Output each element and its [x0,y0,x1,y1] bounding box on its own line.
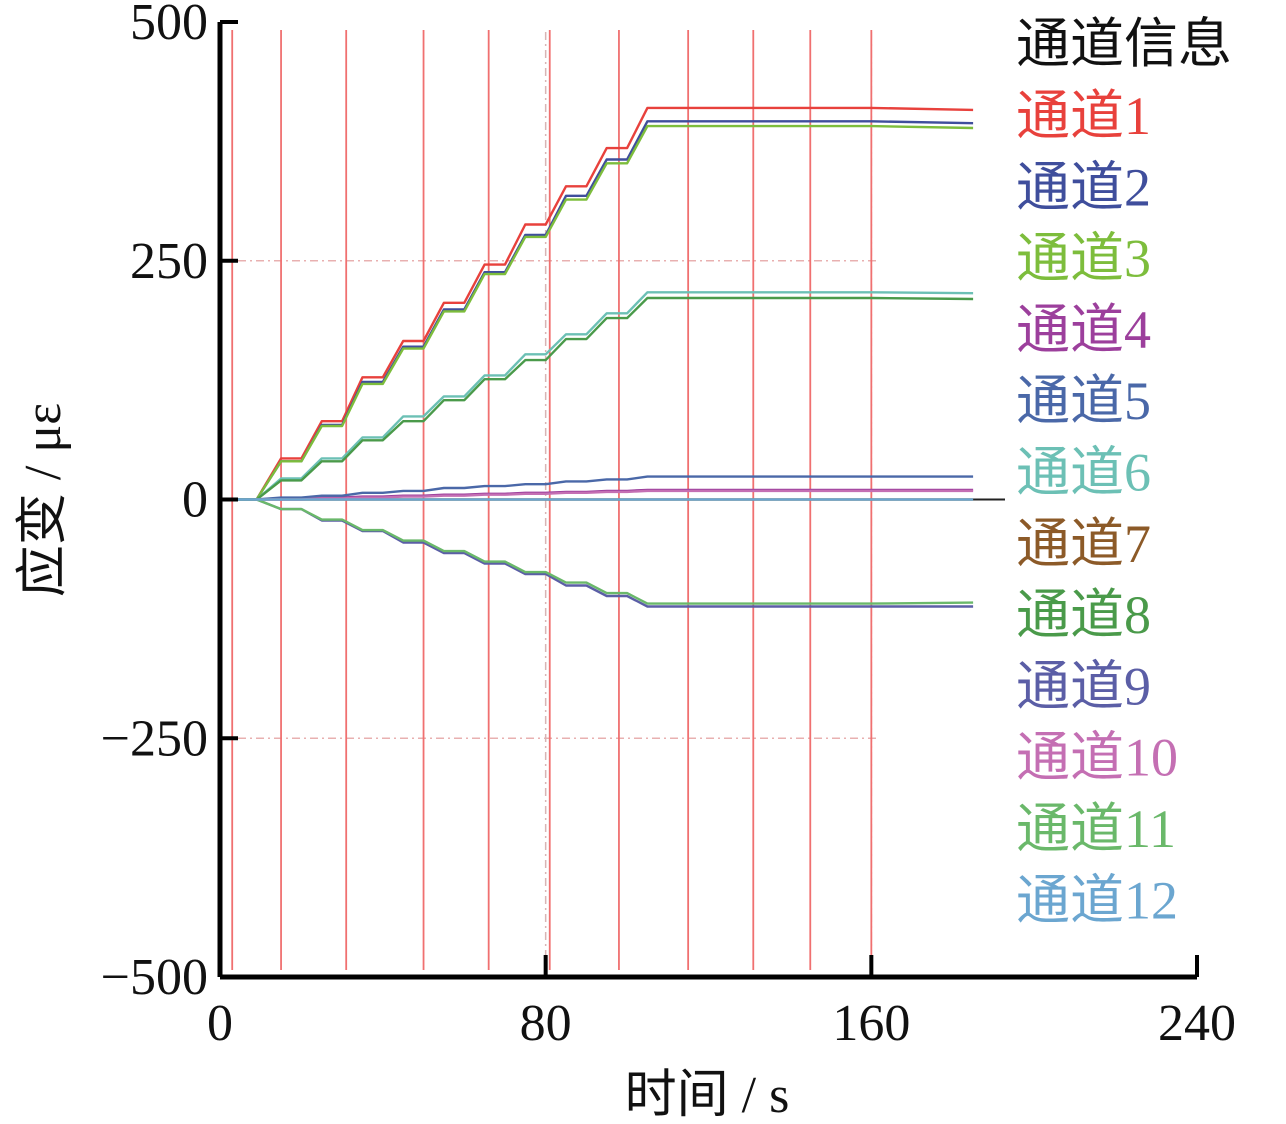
x-tick-label: 240 [1158,995,1236,1052]
legend: 通道信息 通道1 通道2 通道3 通道4 通道5 通道6 通道7 通道8 通道9 通道10 通道11… [1016,14,1232,930]
y-axis-title: 应变 / με [15,403,72,597]
legend-item: 通道7 [1016,514,1151,574]
y-tick-label: 0 [182,472,208,529]
series-line-5 [220,475,974,501]
legend-title: 通道信息 [1016,14,1232,74]
legend-item: 通道2 [1016,157,1151,217]
series-line-10 [220,489,974,501]
legend-item: 通道8 [1016,585,1151,645]
x-tick-label: 160 [832,995,910,1052]
series-line-8 [220,296,974,501]
series-line-9 [220,498,974,608]
legend-item: 通道4 [1016,300,1151,360]
legend-item: 通道12 [1016,870,1178,930]
legend-item: 通道10 [1016,728,1178,788]
y-tick-label: −250 [101,710,208,767]
axes-layer [217,20,1199,980]
x-tick-label: 80 [520,995,572,1052]
series-line-1 [220,106,974,501]
series-line-6 [220,291,974,501]
x-tick-label: 0 [207,995,233,1052]
legend-item: 通道3 [1016,229,1151,289]
legend-item: 通道6 [1016,443,1151,503]
y-tick-label: 500 [130,0,208,51]
series-line-3 [220,124,974,501]
y-tick-label: 250 [130,233,208,290]
series-line-2 [220,120,974,501]
legend-item: 通道5 [1016,371,1151,431]
series-layer [220,106,974,608]
y-tick-label: −500 [101,949,208,1006]
legend-item: 通道1 [1016,86,1151,146]
series-line-11 [220,498,974,605]
legend-item: 通道9 [1016,656,1151,716]
x-axis-title: 时间 / s [625,1067,790,1124]
legend-item: 通道11 [1016,799,1176,859]
